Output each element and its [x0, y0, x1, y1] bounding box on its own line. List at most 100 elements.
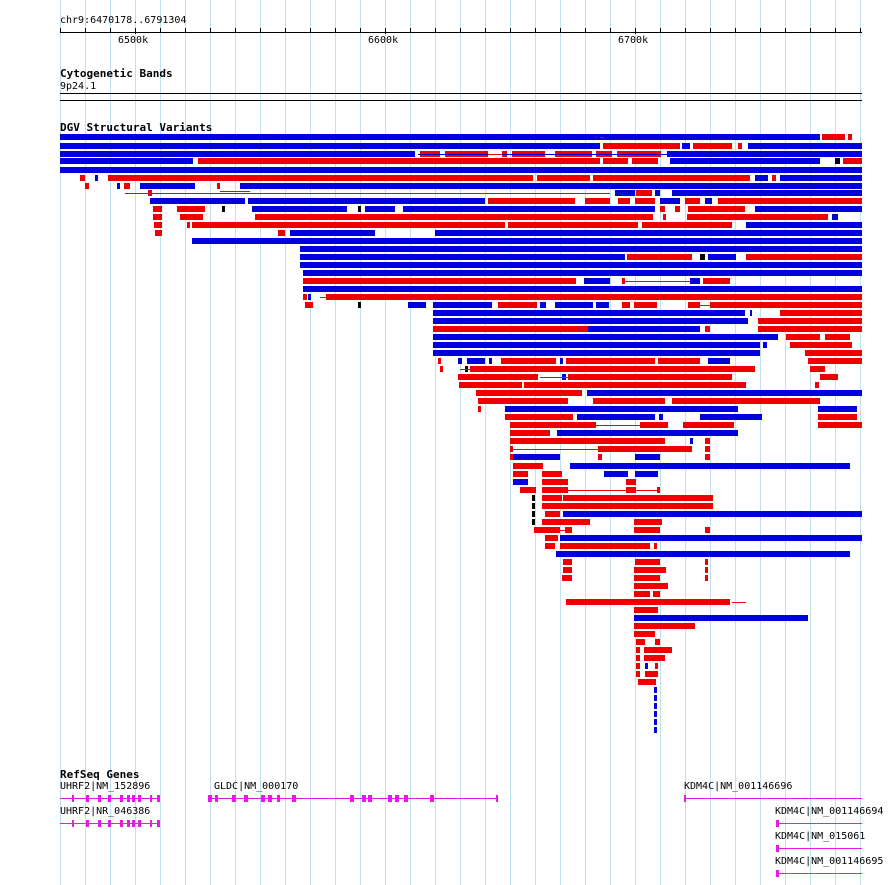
dgv-loss-feature[interactable]	[563, 567, 572, 573]
dgv-gain-feature[interactable]	[60, 151, 415, 157]
dgv-gain-feature[interactable]	[560, 535, 862, 541]
dgv-loss-feature[interactable]	[566, 358, 655, 364]
dgv-loss-feature[interactable]	[626, 479, 636, 485]
dgv-loss-feature[interactable]	[640, 422, 668, 428]
dgv-gain-feature[interactable]	[308, 294, 311, 300]
dgv-loss-feature[interactable]	[636, 671, 640, 677]
dgv-loss-feature[interactable]	[635, 559, 660, 565]
dgv-loss-feature[interactable]	[818, 414, 857, 420]
dgv-loss-feature[interactable]	[510, 454, 513, 460]
dgv-loss-feature[interactable]	[660, 206, 665, 212]
dgv-loss-feature[interactable]	[634, 591, 650, 597]
dgv-loss-feature[interactable]	[654, 543, 657, 549]
dgv-loss-feature[interactable]	[438, 358, 441, 364]
dgv-gain-feature[interactable]	[708, 358, 730, 364]
dgv-gain-feature[interactable]	[690, 438, 693, 444]
dgv-gain-feature[interactable]	[60, 158, 193, 164]
dgv-loss-feature[interactable]	[758, 326, 862, 332]
dgv-loss-feature[interactable]	[705, 527, 710, 533]
dgv-gain-feature[interactable]	[433, 302, 492, 308]
dgv-loss-feature[interactable]	[563, 495, 713, 501]
dgv-gain-feature[interactable]	[365, 206, 395, 212]
dgv-loss-feature[interactable]	[746, 254, 862, 260]
dgv-loss-feature[interactable]	[585, 198, 610, 204]
dgv-loss-feature[interactable]	[187, 222, 190, 228]
dgv-loss-feature[interactable]	[593, 398, 665, 404]
dgv-loss-feature[interactable]	[85, 183, 89, 189]
dgv-loss-feature[interactable]	[542, 495, 562, 501]
dgv-track-title[interactable]: DGV Structural Variants	[60, 121, 213, 134]
dgv-loss-feature[interactable]	[772, 175, 776, 181]
dgv-gain-feature[interactable]	[513, 479, 528, 485]
dgv-loss-feature[interactable]	[655, 639, 660, 645]
dgv-gain-feature[interactable]	[670, 158, 820, 164]
dgv-loss-feature[interactable]	[513, 471, 528, 477]
dgv-loss-feature[interactable]	[488, 198, 575, 204]
dgv-gain-feature[interactable]	[635, 471, 658, 477]
dgv-loss-feature[interactable]	[780, 310, 862, 316]
dgv-other-feature[interactable]	[222, 206, 225, 212]
dgv-loss-feature[interactable]	[638, 679, 656, 685]
dgv-loss-feature[interactable]	[705, 575, 708, 581]
dgv-other-feature[interactable]	[700, 254, 705, 260]
dgv-gain-feature[interactable]	[408, 302, 426, 308]
dgv-gain-feature[interactable]	[570, 463, 850, 469]
dgv-loss-feature[interactable]	[545, 535, 558, 541]
dgv-loss-feature[interactable]	[644, 655, 665, 661]
dgv-loss-feature[interactable]	[326, 294, 862, 300]
dgv-gain-feature[interactable]	[433, 350, 760, 356]
dgv-gain-feature[interactable]	[540, 302, 546, 308]
dgv-loss-feature[interactable]	[303, 278, 576, 284]
dgv-loss-feature[interactable]	[217, 183, 220, 189]
dgv-loss-feature[interactable]	[618, 198, 630, 204]
dgv-loss-feature[interactable]	[562, 575, 572, 581]
dgv-gain-feature[interactable]	[563, 511, 862, 517]
dgv-gain-feature[interactable]	[587, 390, 862, 396]
dgv-loss-feature[interactable]	[675, 206, 680, 212]
dgv-gain-feature[interactable]	[654, 695, 657, 701]
dgv-loss-feature[interactable]	[825, 334, 850, 340]
dgv-gain-feature[interactable]	[690, 278, 700, 284]
dgv-gain-feature[interactable]	[300, 262, 862, 268]
dgv-loss-feature[interactable]	[458, 374, 538, 380]
dgv-loss-feature[interactable]	[634, 631, 655, 637]
dgv-loss-feature[interactable]	[634, 607, 658, 613]
dgv-loss-feature[interactable]	[758, 318, 862, 324]
dgv-loss-feature[interactable]	[848, 134, 852, 140]
dgv-loss-feature[interactable]	[808, 358, 862, 364]
dgv-loss-feature[interactable]	[805, 350, 862, 356]
dgv-gain-feature[interactable]	[555, 302, 593, 308]
dgv-loss-feature[interactable]	[476, 390, 582, 396]
dgv-gain-feature[interactable]	[705, 198, 712, 204]
dgv-other-feature[interactable]	[358, 302, 361, 308]
dgv-loss-feature[interactable]	[636, 655, 640, 661]
dgv-loss-feature[interactable]	[663, 214, 666, 220]
dgv-loss-feature[interactable]	[634, 599, 660, 605]
gene-kdm4c-nm015061[interactable]	[776, 848, 862, 849]
dgv-loss-feature[interactable]	[636, 663, 640, 669]
dgv-loss-feature[interactable]	[627, 254, 692, 260]
dgv-other-feature[interactable]	[532, 503, 535, 509]
dgv-loss-feature[interactable]	[705, 438, 710, 444]
dgv-gain-feature[interactable]	[700, 414, 762, 420]
dgv-gain-feature[interactable]	[290, 230, 375, 236]
dgv-loss-feature[interactable]	[634, 519, 662, 525]
dgv-loss-feature[interactable]	[180, 214, 203, 220]
dgv-loss-feature[interactable]	[470, 366, 755, 372]
gene-label[interactable]: KDM4C|NM_015061	[775, 831, 866, 842]
dgv-loss-feature[interactable]	[786, 334, 820, 340]
dgv-gain-feature[interactable]	[755, 175, 768, 181]
dgv-loss-feature[interactable]	[440, 366, 443, 372]
dgv-loss-feature[interactable]	[683, 422, 734, 428]
dgv-gain-feature[interactable]	[433, 342, 760, 348]
dgv-loss-feature[interactable]	[177, 206, 205, 212]
dgv-loss-feature[interactable]	[478, 398, 568, 404]
gene-label[interactable]: UHRF2|NR_046386	[60, 806, 151, 817]
dgv-loss-feature[interactable]	[154, 222, 162, 228]
dgv-loss-feature[interactable]	[505, 414, 573, 420]
dgv-loss-feature[interactable]	[153, 214, 162, 220]
dgv-loss-feature[interactable]	[622, 278, 625, 284]
dgv-gain-feature[interactable]	[556, 551, 850, 557]
dgv-gain-feature[interactable]	[750, 310, 752, 316]
dgv-gain-feature[interactable]	[458, 358, 462, 364]
